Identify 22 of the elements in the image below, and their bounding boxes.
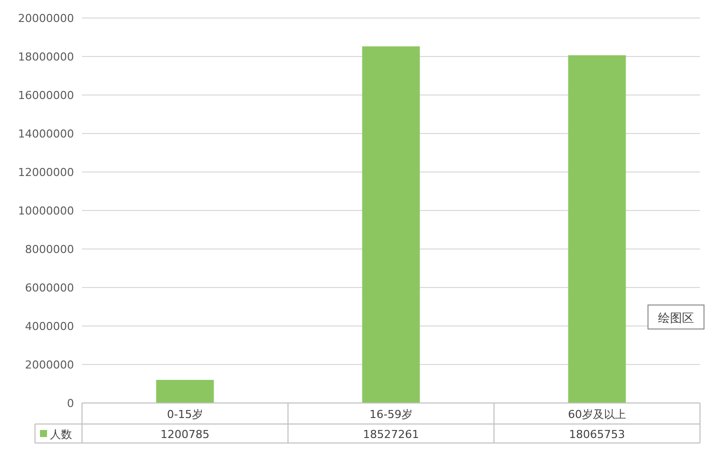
y-tick-label: 8000000 — [25, 243, 74, 256]
y-tick-label: 18000000 — [18, 50, 74, 64]
data-label: 1200785 — [160, 428, 210, 441]
bar — [362, 46, 420, 403]
y-tick-label: 16000000 — [18, 89, 74, 102]
bar — [156, 380, 214, 403]
x-tick-label: 60岁及以上 — [568, 408, 626, 421]
legend-label: 人数 — [50, 428, 72, 441]
y-tick-label: 2000000 — [25, 358, 74, 372]
bar — [568, 55, 626, 403]
annotation: 绘图区 — [658, 311, 694, 325]
y-tick-label: 12000000 — [18, 166, 74, 179]
y-tick-label: 6000000 — [25, 282, 74, 294]
y-tick-label: 14000000 — [18, 128, 74, 140]
y-tick-label: 4000000 — [25, 320, 74, 333]
y-tick-label: 0 — [67, 397, 74, 410]
data-label: 18527261 — [363, 428, 419, 441]
x-tick-label: 0-15岁 — [167, 408, 203, 421]
y-tick-label: 10000000 — [18, 204, 74, 218]
y-tick-label: 20000000 — [18, 12, 74, 25]
x-tick-label: 16-59岁 — [370, 408, 412, 421]
data-label: 18065753 — [569, 428, 625, 441]
